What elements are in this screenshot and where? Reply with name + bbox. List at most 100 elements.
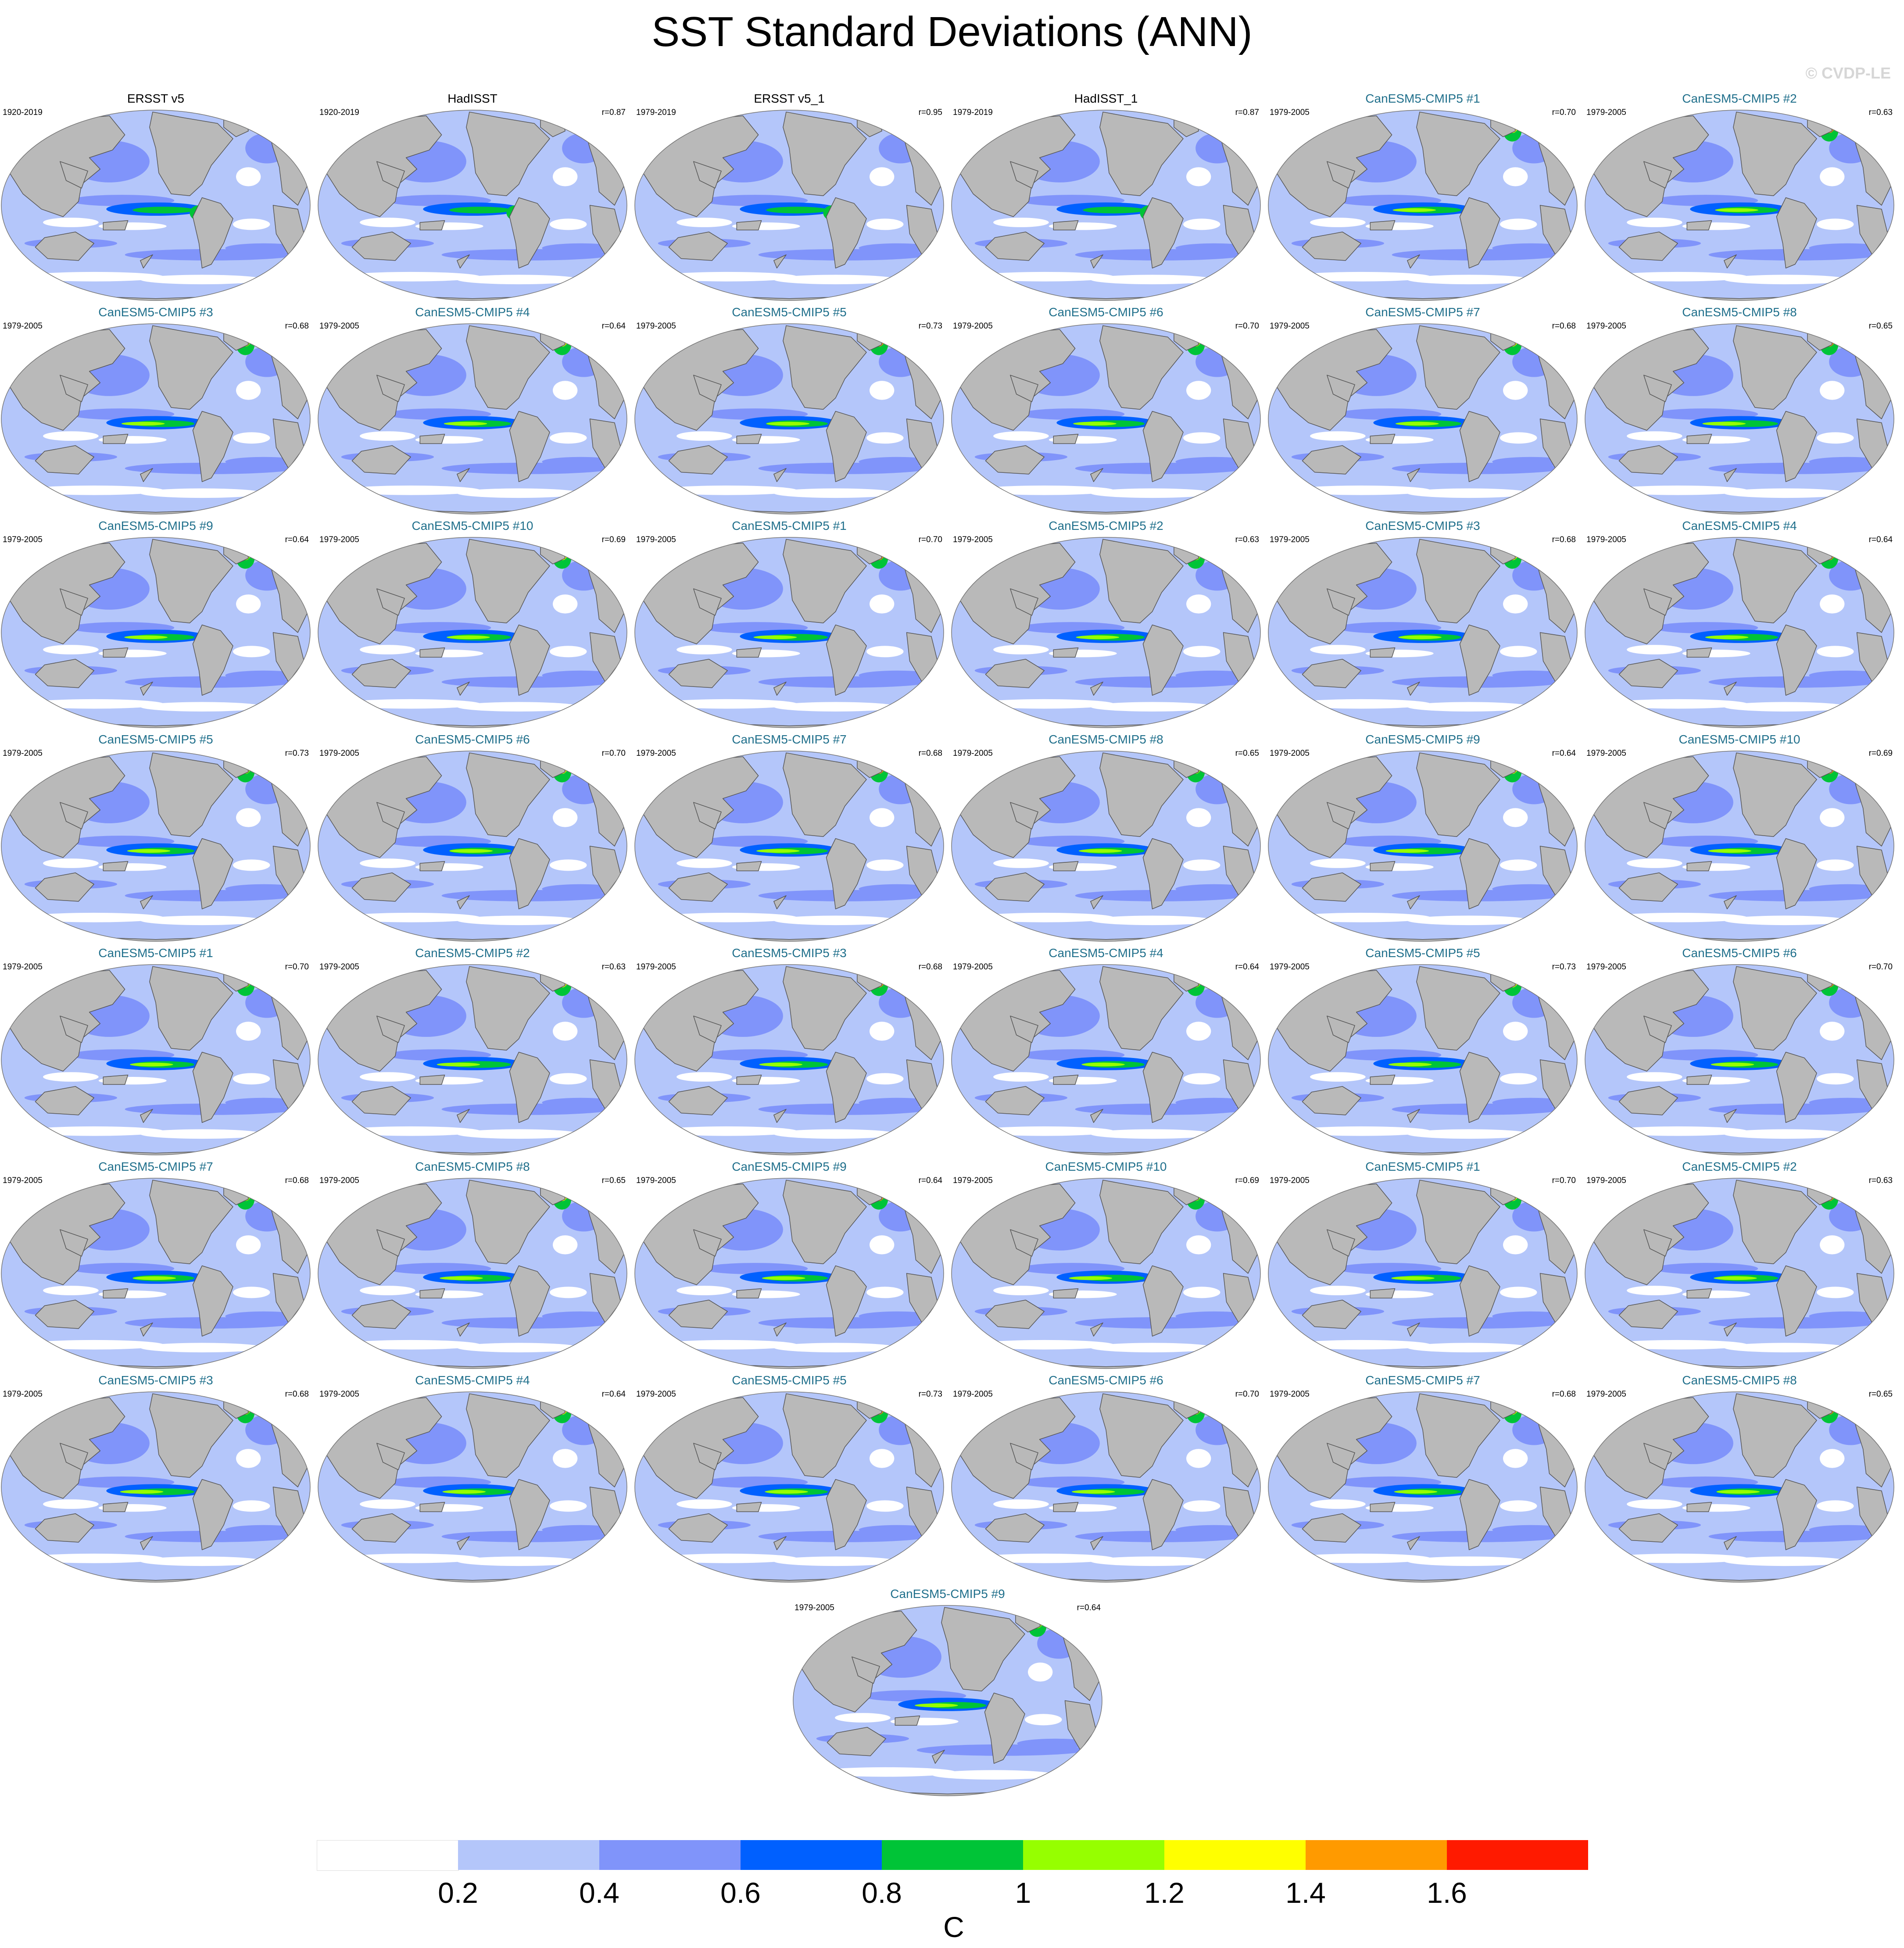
panel-title: CanESM5-CMIP5 #1 bbox=[1365, 92, 1480, 105]
colorbar-unit: C bbox=[943, 1911, 964, 1943]
land-mass bbox=[1459, 1479, 1500, 1550]
land-mass bbox=[1686, 1288, 1712, 1299]
sst-std-map bbox=[951, 964, 1261, 1155]
low-variance-patch bbox=[233, 1500, 270, 1512]
low-variance-patch bbox=[1500, 646, 1537, 658]
land-mass bbox=[1327, 161, 1355, 189]
land-mass bbox=[1416, 1180, 1500, 1265]
land-mass bbox=[1090, 468, 1103, 482]
low-variance-patch bbox=[341, 1126, 480, 1136]
land-mass bbox=[35, 445, 94, 475]
land-mass bbox=[149, 325, 233, 410]
sst-std-map bbox=[1268, 537, 1578, 728]
low-variance-patch bbox=[236, 1022, 261, 1041]
sst-contour bbox=[766, 207, 828, 214]
sst-contour bbox=[121, 422, 165, 426]
land-mass bbox=[1776, 1265, 1817, 1337]
land-mass bbox=[693, 1229, 722, 1257]
low-variance-patch bbox=[24, 1340, 164, 1350]
land-mass bbox=[1724, 682, 1737, 696]
map-panel: CanESM5-CMIP5 #3 1979-2005 r=0.68 bbox=[0, 305, 311, 515]
low-variance-patch bbox=[1407, 1343, 1531, 1353]
map-panel: CanESM5-CMIP5 #9 1979-2005 r=0.64 bbox=[792, 1587, 1103, 1797]
panel-correlation: r=0.68 bbox=[285, 322, 309, 331]
low-variance-patch bbox=[1186, 808, 1211, 827]
low-variance-patch bbox=[974, 272, 1114, 282]
low-variance-patch bbox=[24, 1553, 164, 1563]
low-variance-patch bbox=[932, 1770, 1056, 1780]
land-mass bbox=[1733, 111, 1817, 197]
land-mass bbox=[1142, 197, 1184, 268]
land-mass bbox=[1724, 1109, 1737, 1123]
land-mass bbox=[35, 232, 94, 261]
map-border bbox=[634, 751, 944, 942]
land-mass bbox=[668, 872, 728, 902]
panel-correlation: r=0.70 bbox=[601, 749, 626, 758]
land-mass bbox=[1643, 1229, 1672, 1257]
land-mass bbox=[376, 375, 405, 402]
land-mass bbox=[1010, 588, 1038, 616]
land-mass bbox=[457, 1536, 470, 1550]
sst-std-map bbox=[1585, 323, 1894, 515]
low-variance-patch bbox=[993, 858, 1049, 868]
sst-std-map bbox=[634, 1391, 944, 1583]
panel-period: 1979-2005 bbox=[953, 1390, 993, 1399]
low-variance-patch bbox=[1186, 167, 1211, 186]
map-panel: CanESM5-CMIP5 #6 1979-2005 r=0.70 bbox=[317, 732, 628, 943]
low-variance-patch bbox=[1500, 1500, 1537, 1512]
panel-correlation: r=0.69 bbox=[1235, 1176, 1259, 1185]
low-variance-patch bbox=[1503, 594, 1528, 614]
panel-correlation: r=0.70 bbox=[1235, 1390, 1259, 1399]
map-panel: CanESM5-CMIP5 #5 1979-2005 r=0.73 bbox=[633, 1373, 945, 1583]
land-mass bbox=[1618, 872, 1678, 902]
low-variance-patch bbox=[1183, 1287, 1220, 1298]
panel-period: 1979-2005 bbox=[636, 322, 676, 331]
low-variance-patch bbox=[140, 1556, 264, 1566]
low-variance-patch bbox=[866, 859, 904, 871]
panel-period: 1979-2005 bbox=[795, 1603, 834, 1612]
low-variance-patch bbox=[816, 1767, 956, 1777]
land-mass bbox=[1416, 111, 1500, 197]
low-variance-patch bbox=[1407, 488, 1531, 498]
sst-contour bbox=[1708, 849, 1751, 853]
panel-title: CanESM5-CMIP5 #8 bbox=[1682, 305, 1797, 319]
land-mass bbox=[1686, 433, 1712, 444]
sst-std-map bbox=[1585, 537, 1894, 728]
map-border bbox=[793, 1605, 1102, 1796]
low-variance-patch bbox=[974, 1340, 1114, 1350]
panel-correlation: r=0.70 bbox=[1235, 322, 1259, 331]
sst-std-map bbox=[1, 323, 311, 515]
low-variance-patch bbox=[457, 702, 581, 712]
low-variance-patch bbox=[1503, 167, 1528, 186]
panel-title: CanESM5-CMIP5 #2 bbox=[1682, 92, 1797, 105]
map-panel: CanESM5-CMIP5 #9 1979-2005 r=0.64 bbox=[1267, 732, 1578, 943]
sst-std-map bbox=[951, 537, 1261, 728]
land-mass bbox=[1327, 375, 1355, 402]
low-variance-patch bbox=[550, 432, 587, 444]
low-variance-patch bbox=[1627, 218, 1682, 227]
colorbar-swatch bbox=[882, 1840, 1023, 1870]
map-border bbox=[951, 323, 1261, 515]
sst-contour bbox=[1073, 422, 1117, 426]
panel-correlation: r=0.64 bbox=[285, 535, 309, 544]
sst-std-map bbox=[1585, 964, 1894, 1155]
low-variance-patch bbox=[658, 699, 797, 709]
land-mass bbox=[783, 1180, 867, 1265]
land-mass bbox=[103, 220, 129, 231]
land-mass bbox=[783, 111, 867, 197]
low-variance-patch bbox=[1500, 218, 1537, 230]
low-variance-patch bbox=[658, 1553, 797, 1563]
low-variance-patch bbox=[1186, 594, 1211, 614]
land-mass bbox=[668, 659, 728, 688]
panel-period: 1979-2005 bbox=[319, 322, 359, 331]
map-border bbox=[1268, 323, 1578, 515]
panel-correlation: r=0.63 bbox=[1235, 535, 1259, 544]
panel-title: CanESM5-CMIP5 #9 bbox=[732, 1160, 847, 1173]
land-mass bbox=[1407, 1109, 1420, 1123]
land-mass bbox=[1416, 1393, 1500, 1478]
map-panel: CanESM5-CMIP5 #5 1979-2005 r=0.73 bbox=[1267, 946, 1578, 1156]
low-variance-patch bbox=[1817, 646, 1854, 658]
sst-std-map bbox=[951, 110, 1261, 301]
map-panel: CanESM5-CMIP5 #5 1979-2005 r=0.73 bbox=[0, 732, 311, 943]
land-mass bbox=[419, 1501, 445, 1512]
